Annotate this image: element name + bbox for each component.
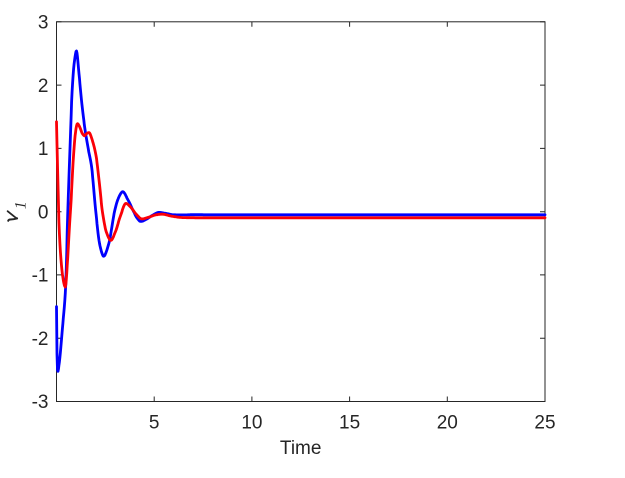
svg-text:20: 20 bbox=[437, 413, 458, 434]
svg-text:25: 25 bbox=[534, 413, 555, 434]
svg-text:-1: -1 bbox=[32, 266, 49, 287]
svg-text:2: 2 bbox=[38, 76, 49, 97]
svg-text:5: 5 bbox=[149, 413, 160, 434]
svg-text:0: 0 bbox=[38, 202, 49, 223]
svg-text:1: 1 bbox=[38, 139, 49, 160]
svg-text:3: 3 bbox=[38, 13, 49, 34]
svg-text:10: 10 bbox=[241, 413, 262, 434]
svg-text:Time: Time bbox=[280, 438, 322, 459]
svg-text:-2: -2 bbox=[32, 329, 49, 350]
svg-text:-3: -3 bbox=[32, 392, 49, 413]
svg-text:1: 1 bbox=[13, 201, 30, 209]
svg-text:15: 15 bbox=[339, 413, 360, 434]
